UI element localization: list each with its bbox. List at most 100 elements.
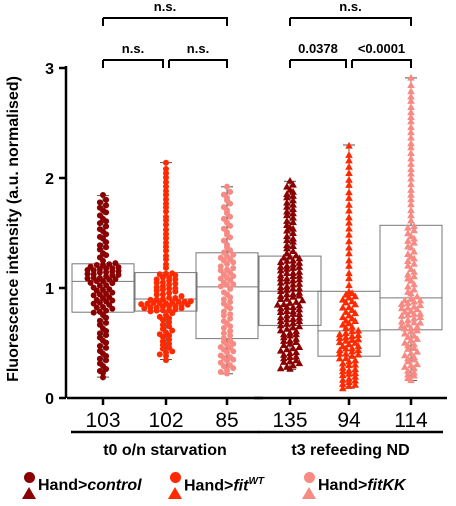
data-point-5-95 — [407, 169, 415, 177]
data-point-5-106 — [407, 113, 415, 120]
data-point-5-43 — [416, 309, 425, 317]
data-point-5-90 — [407, 195, 415, 203]
data-point-3-116 — [289, 218, 297, 226]
data-point-3-115 — [283, 221, 291, 228]
data-point-4-18 — [339, 359, 347, 367]
y-tick-label-3: 3 — [45, 61, 54, 78]
data-point-5-92 — [407, 185, 415, 193]
data-point-3-102 — [283, 249, 291, 257]
data-point-5-102 — [407, 133, 415, 141]
data-point-2-11 — [217, 352, 224, 359]
data-point-4-39 — [354, 335, 363, 343]
data-point-0-6 — [103, 357, 110, 364]
data-point-5-94 — [407, 174, 415, 182]
data-point-4-45 — [342, 329, 350, 336]
data-point-1-49 — [153, 296, 160, 303]
data-point-5-49 — [410, 302, 418, 310]
n-label-3: 135 — [272, 409, 307, 432]
data-point-2-62 — [230, 251, 237, 258]
y-tick-label-0: 0 — [45, 391, 54, 408]
data-point-5-13 — [410, 353, 418, 360]
data-point-5-84 — [404, 223, 412, 231]
data-point-3-67 — [276, 287, 285, 294]
data-point-3-85 — [289, 269, 297, 276]
data-point-2-6 — [217, 359, 224, 366]
data-point-0-102 — [100, 191, 106, 198]
data-point-5-86 — [407, 216, 415, 224]
data-point-0-17 — [96, 330, 103, 337]
data-point-3-55 — [280, 300, 288, 308]
data-point-4-9 — [339, 371, 347, 379]
data-point-3-22 — [286, 336, 294, 344]
data-point-1-93 — [163, 196, 169, 203]
data-point-3-126 — [289, 196, 297, 204]
data-point-3-117 — [283, 216, 291, 224]
data-point-3-36 — [289, 319, 297, 326]
data-point-0-30 — [100, 303, 106, 310]
data-point-5-58 — [407, 289, 415, 297]
legend-sup-fit-wt: WT — [248, 476, 264, 488]
data-point-3-47 — [283, 307, 291, 315]
data-point-3-10 — [292, 352, 300, 360]
data-point-3-128 — [289, 191, 297, 199]
data-point-0-101 — [103, 196, 110, 203]
data-point-5-82 — [404, 229, 412, 237]
data-point-0-41 — [103, 290, 110, 297]
data-point-5-34 — [410, 318, 418, 326]
data-point-3-75 — [276, 278, 285, 286]
y-tick-label-2: 2 — [45, 171, 54, 188]
data-point-0-75 — [100, 262, 106, 269]
data-point-4-7 — [345, 374, 353, 382]
data-point-1-13 — [156, 331, 163, 338]
data-point-3-72 — [283, 282, 291, 290]
data-point-3-82 — [295, 271, 304, 279]
data-point-0-0 — [100, 374, 106, 381]
data-point-3-92 — [283, 261, 291, 269]
data-point-4-73 — [345, 269, 353, 277]
data-point-2-10 — [227, 354, 234, 361]
data-point-4-40 — [335, 334, 344, 341]
data-point-3-134 — [286, 176, 294, 184]
data-point-0-55 — [84, 275, 91, 282]
data-point-3-132 — [283, 182, 291, 190]
data-point-4-61 — [345, 303, 353, 311]
data-point-3-6 — [286, 357, 294, 365]
data-point-0-50 — [87, 279, 94, 286]
data-point-3-32 — [289, 323, 297, 331]
data-point-0-83 — [103, 244, 110, 251]
data-point-5-18 — [410, 344, 418, 352]
data-point-1-96 — [163, 183, 169, 190]
data-point-4-24 — [354, 350, 363, 358]
data-point-1-31 — [141, 305, 148, 312]
n-label-5: 114 — [394, 409, 428, 432]
data-point-3-1 — [276, 364, 285, 372]
data-point-3-31 — [283, 324, 291, 332]
data-point-5-47 — [397, 304, 406, 312]
data-point-0-46 — [90, 284, 97, 291]
data-point-3-105 — [289, 242, 297, 250]
sig-bracket-1 — [168, 59, 228, 68]
data-point-4-93 — [345, 141, 353, 149]
data-point-4-0 — [339, 384, 347, 392]
data-point-1-61 — [172, 285, 179, 292]
data-point-1-9 — [159, 338, 166, 345]
data-point-0-74 — [93, 261, 100, 268]
data-point-5-40 — [397, 312, 406, 319]
sig-label-2: n.s. — [154, 0, 176, 14]
data-point-5-107 — [407, 108, 415, 116]
data-point-2-36 — [227, 298, 234, 305]
data-point-3-73 — [289, 280, 297, 288]
data-point-5-8 — [407, 361, 415, 369]
data-point-5-104 — [407, 123, 415, 131]
data-point-3-66 — [295, 288, 304, 296]
data-point-3-71 — [276, 283, 285, 291]
data-point-3-87 — [276, 266, 285, 274]
data-point-3-95 — [276, 258, 285, 266]
data-point-5-98 — [407, 154, 415, 162]
data-point-3-5 — [280, 357, 288, 365]
data-point-0-98 — [96, 204, 103, 211]
data-point-4-91 — [345, 156, 353, 164]
data-point-4-46 — [348, 327, 356, 335]
data-point-2-2 — [224, 367, 230, 374]
data-point-4-81 — [345, 218, 353, 226]
